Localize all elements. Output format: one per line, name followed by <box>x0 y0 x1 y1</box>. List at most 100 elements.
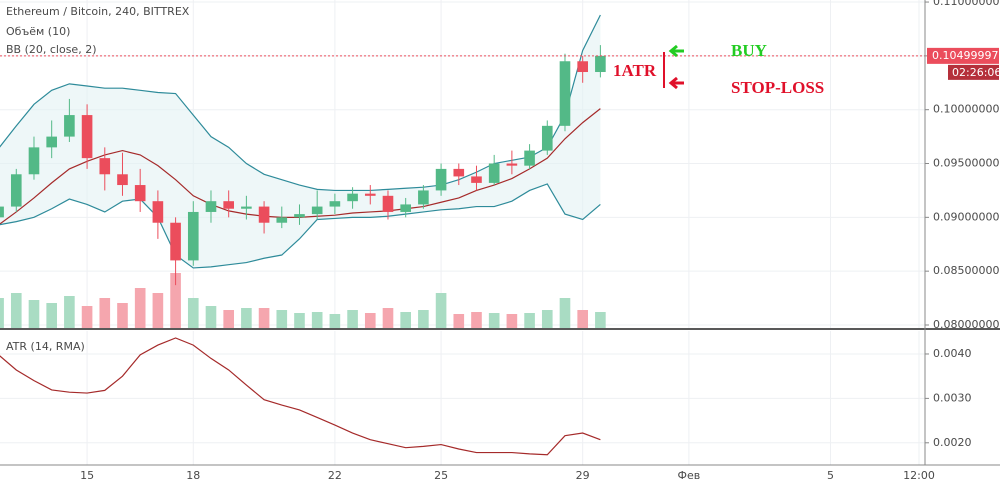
candle-body <box>170 222 181 261</box>
volume-bar <box>117 303 128 328</box>
atr-legend: ATR (14, RMA) <box>6 340 85 353</box>
volume-bar <box>364 313 376 328</box>
candle-body <box>400 204 411 212</box>
candle-body <box>541 125 553 151</box>
volume-bar <box>435 293 447 328</box>
candle-body <box>418 190 429 205</box>
volume-bar <box>276 310 288 328</box>
volume-bar <box>134 288 146 328</box>
volume-bar <box>205 306 217 328</box>
y-tick-label: 0.0030 <box>933 391 972 404</box>
y-tick-label: 0.0020 <box>933 436 972 449</box>
candle-body <box>64 115 75 137</box>
candle-body <box>488 163 500 183</box>
candle-body <box>152 201 164 223</box>
volume-legend: Объём (10) <box>6 25 70 38</box>
x-tick-label: 29 <box>576 469 590 482</box>
stop-arrow <box>668 76 684 90</box>
volume-bar <box>0 298 4 328</box>
volume-bar <box>258 308 270 328</box>
volume-bar <box>10 293 22 328</box>
candle-body <box>205 201 217 212</box>
candle-body <box>294 214 305 218</box>
y-tick-label: 0.11000000 <box>933 0 999 8</box>
candle-body <box>223 201 234 209</box>
y-tick-label: 0.10000000 <box>933 103 999 116</box>
y-tick-label: 0.08000000 <box>933 318 999 331</box>
candle-body <box>364 193 376 196</box>
stop-loss-label: STOP-LOSS <box>731 78 824 97</box>
x-tick-label: Фев <box>678 469 701 482</box>
candle-body <box>435 168 447 191</box>
candle-body <box>28 147 40 175</box>
volume-bar <box>99 298 111 328</box>
bb-line <box>0 14 601 192</box>
candle-body <box>187 211 199 261</box>
candle-body <box>524 150 535 166</box>
countdown-label: 02:26:06 <box>952 66 1000 79</box>
x-tick-label: 15 <box>80 469 94 482</box>
candle-body <box>453 168 465 177</box>
volume-bar <box>64 296 75 328</box>
volume-bar <box>400 312 411 328</box>
volume-bar <box>294 313 305 328</box>
x-tick-label: 5 <box>827 469 834 482</box>
volume-bar <box>524 313 535 328</box>
candle-body <box>311 206 323 215</box>
bb-fill <box>0 14 601 268</box>
candle-body <box>134 185 146 202</box>
candle-body <box>117 174 128 186</box>
last-price-box <box>927 47 999 64</box>
time-box <box>948 64 999 80</box>
volume-bar <box>382 308 394 328</box>
candle-body <box>276 217 288 223</box>
symbol-title: Ethereum / Bitcoin, 240, BITTREX <box>6 5 190 18</box>
volume-bar <box>46 303 57 328</box>
volume-bar <box>577 310 588 328</box>
candle-body <box>347 193 358 202</box>
candle-body <box>99 158 111 175</box>
candle-body <box>471 176 482 183</box>
volume-bar <box>559 298 571 328</box>
volume-bar <box>471 312 482 328</box>
volume-bar <box>418 310 429 328</box>
candle-body <box>382 195 394 212</box>
volume-bar <box>311 312 323 328</box>
y-tick-label: 0.09000000 <box>933 210 999 223</box>
candle-body <box>595 55 606 73</box>
buy-arrow <box>668 44 684 58</box>
volume-bar <box>170 273 181 328</box>
atr-range-label: 1ATR <box>613 61 657 80</box>
volume-bar <box>152 293 164 328</box>
buy-label: BUY <box>731 41 767 60</box>
volume-bar <box>506 314 518 328</box>
candle-body <box>241 206 252 209</box>
x-tick-label: 18 <box>186 469 200 482</box>
volume-bar <box>187 298 199 328</box>
x-tick-label: 12:00 <box>903 469 935 482</box>
volume-bar <box>28 300 40 328</box>
volume-bar <box>541 310 553 328</box>
candle-body <box>559 61 571 126</box>
volume-bar <box>241 308 252 328</box>
volume-bar <box>453 314 465 328</box>
volume-bar <box>81 306 93 328</box>
bb-line <box>0 183 601 269</box>
volume-bar <box>595 312 606 328</box>
volume-bar <box>347 310 358 328</box>
y-tick-label: 0.08500000 <box>933 264 999 277</box>
volume-bar <box>223 310 234 328</box>
candle-body <box>0 206 4 218</box>
y-tick-label: 0.09500000 <box>933 157 999 170</box>
candle-body <box>329 201 341 207</box>
candle-body <box>46 136 57 148</box>
last-price-label: 0.10499997 <box>932 49 998 62</box>
candle-body <box>81 115 93 159</box>
candle-body <box>577 61 588 73</box>
candle-body <box>258 206 270 223</box>
bb-legend: BB (20, close, 2) <box>6 43 97 56</box>
atr-line <box>0 337 601 456</box>
candle-body <box>10 174 22 207</box>
